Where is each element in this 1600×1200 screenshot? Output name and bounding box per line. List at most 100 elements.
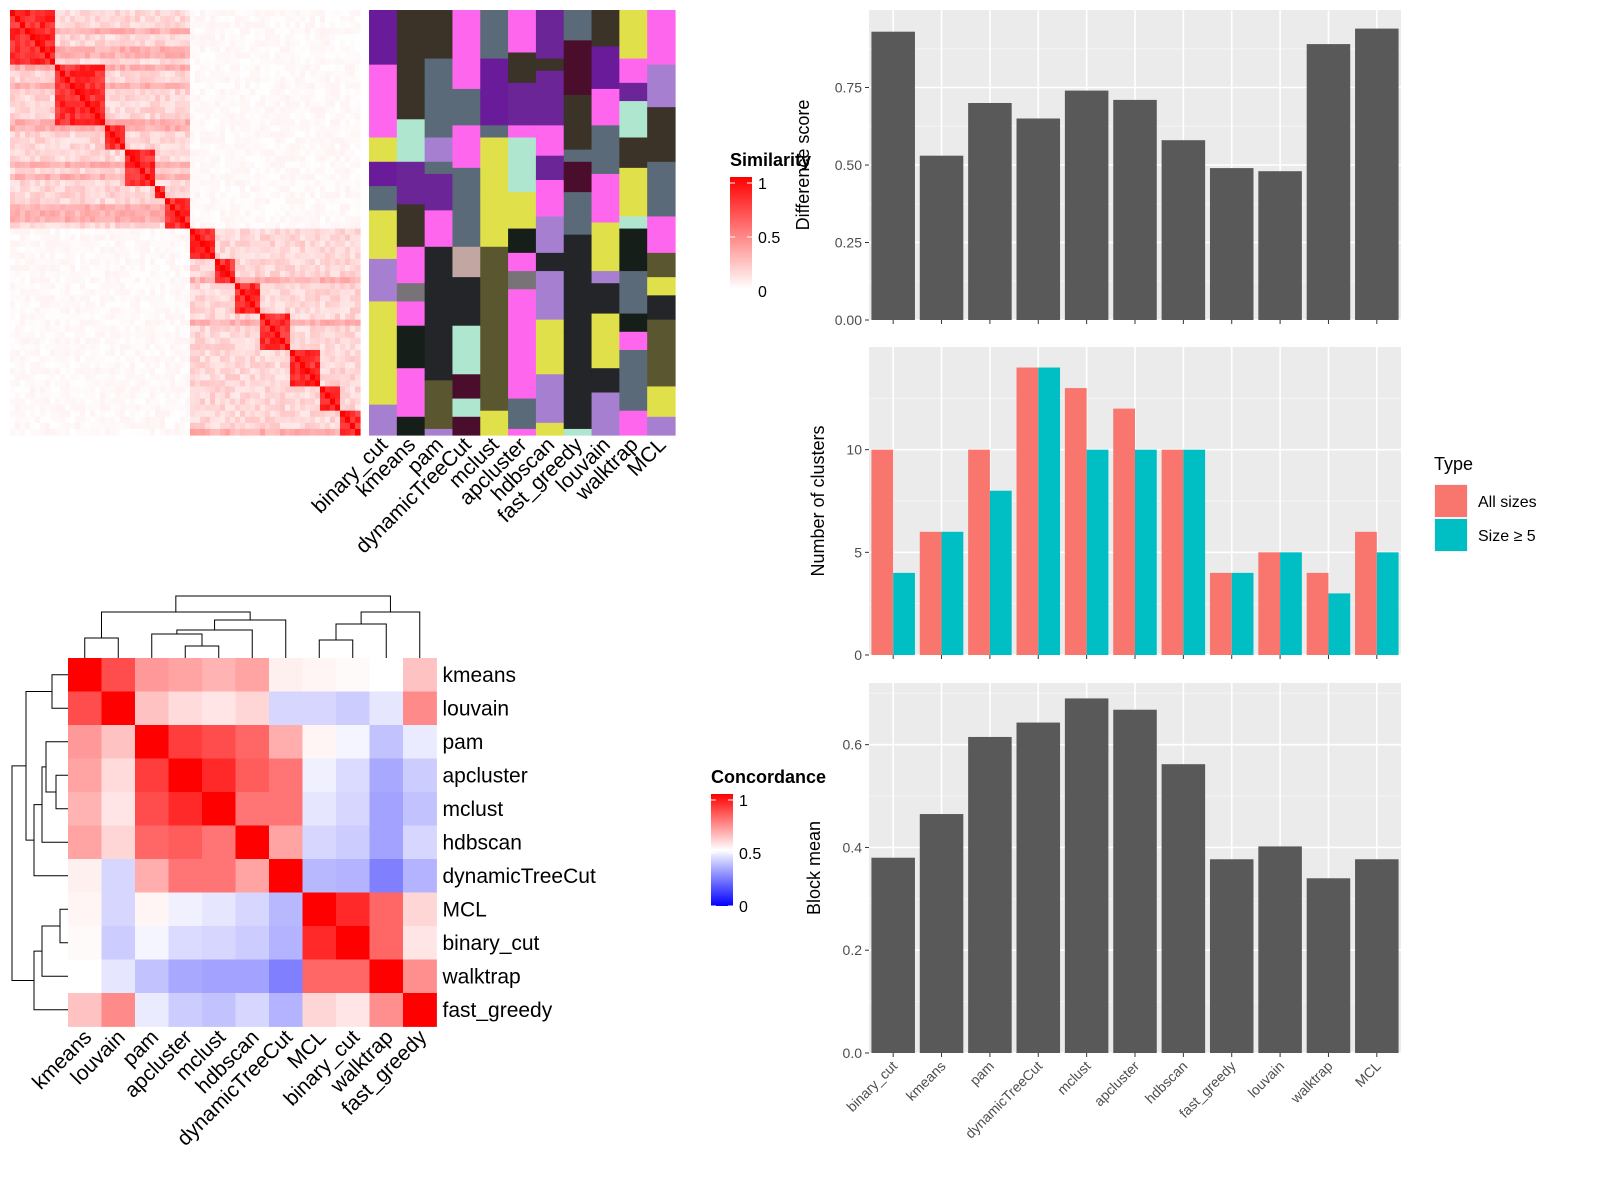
similarity-cell: [110, 210, 116, 218]
similarity-cell: [40, 422, 46, 430]
similarity-cell: [40, 149, 46, 157]
similarity-cell: [80, 350, 86, 357]
similarity-cell: [50, 204, 56, 211]
similarity-cell: [70, 149, 76, 157]
similarity-cell: [140, 22, 146, 29]
similarity-cell: [175, 58, 181, 66]
similarity-cell: [265, 428, 271, 436]
similarity-cell: [95, 319, 101, 327]
similarity-cell: [155, 398, 161, 406]
similarity-cell: [295, 271, 301, 278]
similarity-cell: [105, 398, 111, 406]
similarity-cell: [130, 52, 136, 60]
similarity-cell: [130, 149, 136, 157]
similarity-cell: [180, 307, 186, 315]
similarity-cell: [350, 368, 356, 375]
similarity-cell: [95, 313, 101, 321]
similarity-cell: [345, 58, 351, 66]
similarity-cell: [315, 392, 321, 400]
similarity-cell: [80, 319, 86, 327]
similarity-cell: [175, 428, 181, 436]
similarity-cell: [190, 362, 196, 369]
similarity-cell: [325, 10, 331, 17]
similarity-cell: [160, 161, 166, 169]
similarity-cell: [200, 107, 206, 114]
similarity-cell: [100, 325, 106, 333]
similarity-cell: [265, 362, 271, 369]
similarity-cell: [295, 222, 301, 230]
similarity-cell: [240, 155, 246, 163]
similarity-cell: [280, 186, 286, 193]
similarity-cell: [10, 125, 16, 133]
similarity-cell: [55, 271, 61, 278]
similarity-cell: [230, 198, 236, 205]
similarity-cell: [315, 204, 321, 211]
similarity-cell: [350, 289, 356, 296]
similarity-cell: [50, 240, 56, 248]
similarity-cell: [80, 422, 86, 430]
similarity-cell: [85, 143, 91, 151]
similarity-cell: [120, 422, 126, 430]
similarity-cell: [145, 337, 151, 345]
similarity-cell: [205, 234, 211, 242]
similarity-cell: [205, 386, 211, 394]
similarity-cell: [320, 186, 326, 193]
similarity-cell: [205, 198, 211, 205]
similarity-cell: [210, 161, 216, 169]
similarity-cell: [25, 161, 31, 169]
similarity-cell: [90, 173, 96, 181]
similarity-cell: [230, 240, 236, 248]
similarity-cell: [290, 240, 296, 248]
similarity-cell: [165, 137, 171, 145]
similarity-cell: [140, 34, 146, 41]
similarity-cell: [135, 337, 141, 345]
similarity-cell: [50, 404, 56, 412]
similarity-cell: [135, 70, 141, 78]
similarity-cell: [320, 155, 326, 163]
similarity-cell: [200, 295, 206, 303]
similarity-cell: [240, 58, 246, 66]
similarity-cell: [20, 362, 26, 369]
similarity-cell: [40, 95, 46, 102]
similarity-cell: [280, 149, 286, 157]
similarity-cell: [130, 350, 136, 357]
similarity-cell: [205, 422, 211, 430]
similarity-cell: [35, 107, 41, 114]
similarity-cell: [135, 222, 141, 230]
similarity-cell: [45, 350, 51, 357]
similarity-cell: [40, 76, 46, 84]
similarity-cell: [200, 258, 206, 266]
similarity-cell: [345, 410, 351, 418]
similarity-cell: [245, 95, 251, 102]
similarity-cell: [340, 301, 346, 309]
similarity-cell: [195, 119, 201, 126]
similarity-cell: [255, 192, 261, 199]
similarity-cell: [40, 161, 46, 169]
similarity-cell: [255, 64, 261, 72]
similarity-cell: [165, 343, 171, 351]
similarity-cell: [150, 368, 156, 375]
similarity-cell: [325, 362, 331, 369]
membership-block-pam: [424, 210, 454, 248]
similarity-cell: [280, 192, 286, 199]
similarity-cell: [115, 34, 121, 41]
similarity-cell: [160, 368, 166, 375]
similarity-cell: [130, 325, 136, 333]
similarity-cell: [95, 228, 101, 236]
similarity-cell: [50, 356, 56, 363]
similarity-cell: [350, 325, 356, 333]
similarity-cell: [185, 234, 191, 242]
similarity-cell: [55, 356, 61, 363]
similarity-cell: [300, 155, 306, 163]
similarity-cell: [300, 240, 306, 248]
similarity-cell: [70, 210, 76, 218]
similarity-cell: [260, 271, 266, 278]
similarity-cell: [40, 167, 46, 175]
similarity-cell: [90, 137, 96, 145]
similarity-cell: [60, 107, 66, 114]
similarity-cell: [310, 240, 316, 248]
similarity-cell: [315, 252, 321, 260]
similarity-cell: [70, 374, 76, 381]
similarity-cell: [325, 216, 331, 224]
